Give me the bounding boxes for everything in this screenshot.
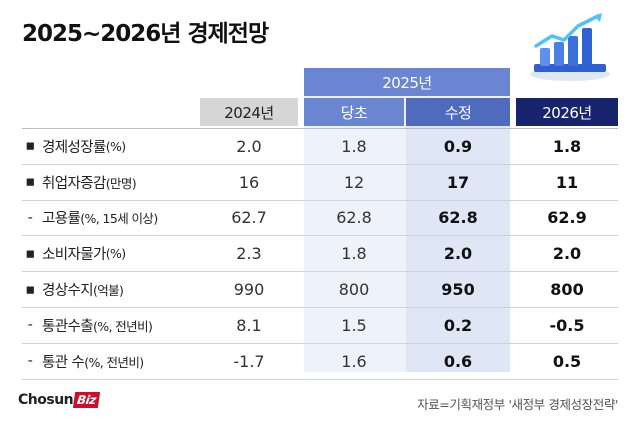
value-2026: 1.8 xyxy=(552,136,582,156)
header-initial: 당초 xyxy=(304,98,404,126)
value-initial: 12 xyxy=(343,172,365,192)
table-row: ▪ 취업자증감 (만명) 16 12 17 11 xyxy=(22,165,618,201)
table-row: ▪ 경제성장률 (%) 2.0 1.8 0.9 1.8 xyxy=(22,128,618,165)
table-row: - 통관수출 (%, 전년비) 8.1 1.5 0.2 -0.5 xyxy=(22,308,618,344)
row-label: ▪ 소비자물가 (%) xyxy=(25,245,126,264)
value-revised: 62.8 xyxy=(438,208,478,228)
value-revised: 17 xyxy=(446,172,470,192)
value-2024: 62.7 xyxy=(231,208,267,228)
value-revised: 0.6 xyxy=(443,351,473,371)
value-revised: 0.9 xyxy=(443,136,473,156)
value-revised: 950 xyxy=(441,280,475,300)
row-label: - 통관 수 (%, 전년비) xyxy=(27,353,144,371)
growth-chart-icon xyxy=(530,13,610,81)
value-initial: 62.8 xyxy=(336,208,372,228)
source-note: 자료=기획재정부 '새정부 경제성장전략' xyxy=(417,397,618,412)
value-2024: 2.0 xyxy=(236,136,262,156)
brand-logo: Chosun Biz xyxy=(18,392,101,408)
value-revised: 0.2 xyxy=(443,315,473,335)
table-body: ▪ 경제성장률 (%) 2.0 1.8 0.9 1.8 ▪ 취업자증감 (만명) 16 … xyxy=(22,128,618,380)
value-initial: 1.8 xyxy=(341,136,367,156)
value-2026: -0.5 xyxy=(549,315,585,335)
row-label: ▪ 경상수지 (억불) xyxy=(25,281,124,300)
value-initial: 1.5 xyxy=(341,315,367,335)
header-2025: 2025년 xyxy=(304,68,510,96)
value-2026: 62.9 xyxy=(547,208,587,228)
value-2026: 11 xyxy=(555,172,579,192)
value-2024: 16 xyxy=(238,172,260,192)
value-2024: 2.3 xyxy=(236,244,262,264)
row-label: - 통관수출 (%, 전년비) xyxy=(27,317,153,335)
value-initial: 1.8 xyxy=(341,244,367,264)
page-title: 2025~2026년 경제전망 xyxy=(22,21,269,47)
header-2024: 2024년 xyxy=(200,98,298,126)
value-2024: 990 xyxy=(233,280,265,300)
header-revised: 수정 xyxy=(406,98,510,126)
value-2026: 0.5 xyxy=(552,351,582,371)
row-label: - 고용률 (%, 15세 이상) xyxy=(27,209,159,228)
header-2026: 2026년 xyxy=(516,98,618,126)
table-row: ▪ 소비자물가 (%) 2.3 1.8 2.0 2.0 xyxy=(22,236,618,273)
forecast-table: 2025년 2024년 당초 수정 2026년 ▪ 경제성장률 (%) 2.0 1.… xyxy=(22,60,618,380)
value-revised: 2.0 xyxy=(443,244,473,264)
value-2024: 8.1 xyxy=(236,315,262,335)
value-2024: -1.7 xyxy=(233,351,265,371)
table-row: ▪ 경상수지 (억불) 990 800 950 800 xyxy=(22,272,618,308)
value-initial: 800 xyxy=(338,280,370,300)
row-label: ▪ 취업자증감 (만명) xyxy=(25,174,137,192)
row-label: ▪ 경제성장률 (%) xyxy=(25,138,126,156)
value-2026: 800 xyxy=(550,280,584,300)
table-row: - 통관 수 (%, 전년비) -1.7 1.6 0.6 0.5 xyxy=(22,344,618,380)
value-initial: 1.6 xyxy=(341,351,367,371)
value-2026: 2.0 xyxy=(552,244,582,264)
table-row: - 고용률 (%, 15세 이상) 62.7 62.8 62.8 62.9 xyxy=(22,201,618,237)
band-revised xyxy=(406,98,510,372)
